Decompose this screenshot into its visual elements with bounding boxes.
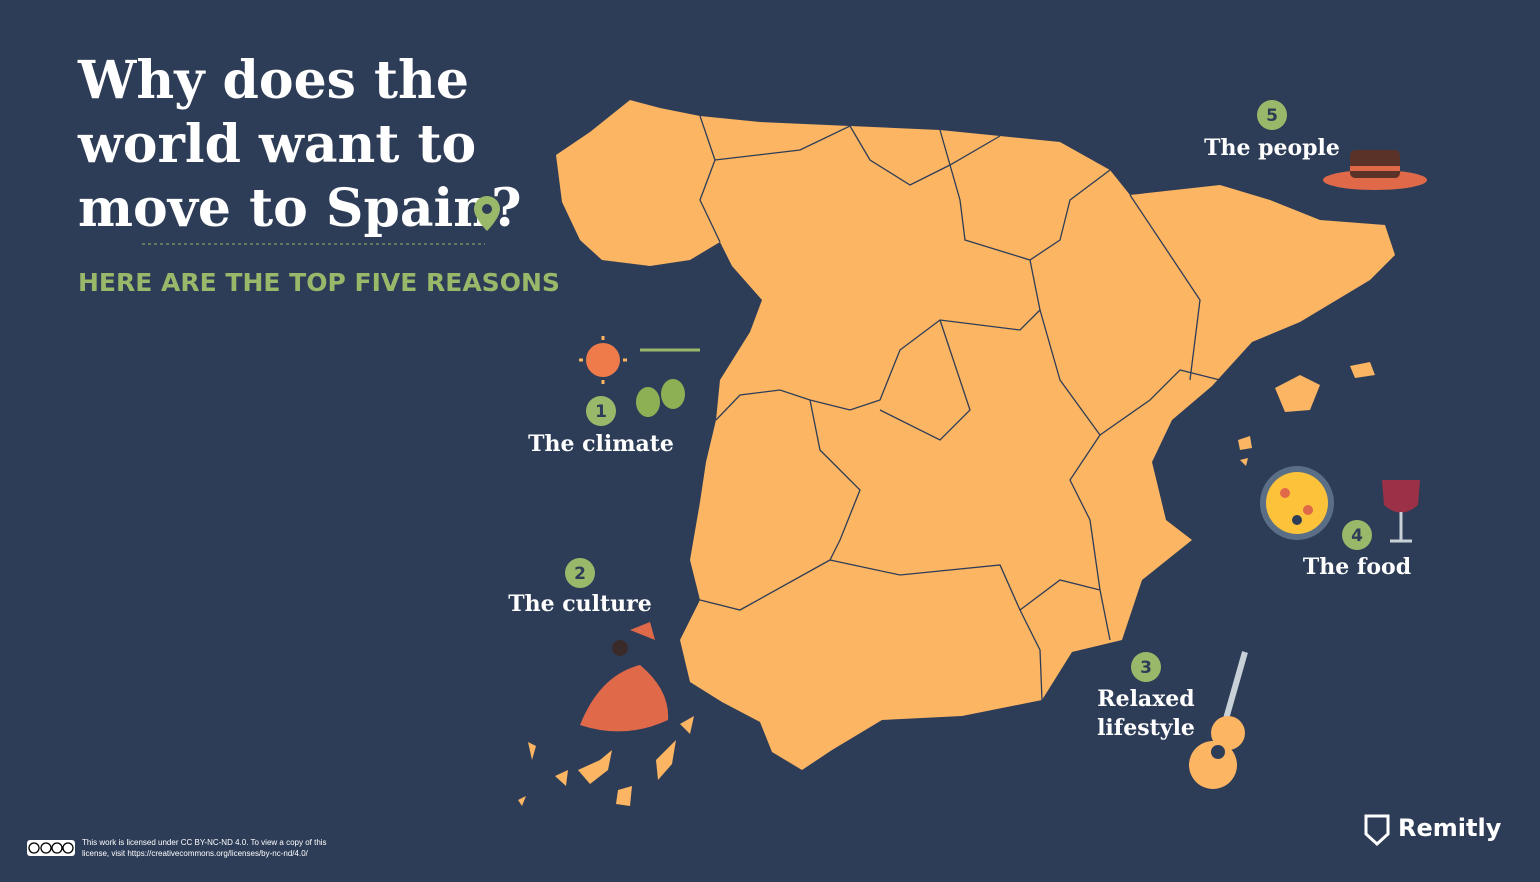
guitar-icon — [1189, 651, 1248, 789]
number-badge — [565, 558, 595, 588]
reason-number: 3 — [1140, 658, 1152, 678]
reason-label: The climate — [528, 431, 674, 457]
olives-icon — [636, 348, 700, 417]
license-text: This work is licensed under CC BY-NC-ND … — [82, 838, 327, 847]
brand-logo — [1364, 814, 1390, 847]
number-badge — [1342, 520, 1372, 550]
license-text: license, visit https://creativecommons.o… — [82, 849, 309, 858]
reason-label: The people — [1204, 135, 1340, 161]
brand-name: Remitly — [1398, 814, 1502, 842]
hat-icon — [1323, 150, 1427, 190]
number-badge — [586, 396, 616, 426]
number-badge — [1131, 652, 1161, 682]
reason-label: The food — [1303, 554, 1411, 580]
reason: 2 The culture — [508, 558, 652, 617]
reason-number: 4 — [1351, 526, 1363, 546]
reason-number: 5 — [1266, 106, 1278, 126]
subtitle: HERE ARE THE TOP FIVE REASONS — [78, 268, 560, 297]
number-badge — [1257, 100, 1287, 130]
title-line: world want to — [77, 114, 476, 175]
reason: 1 The climate — [528, 396, 674, 457]
sun-icon — [579, 336, 627, 384]
reason-label: lifestyle — [1097, 715, 1195, 741]
reason: 4 The food — [1303, 520, 1411, 580]
dancer-icon — [580, 622, 669, 732]
reason: 5 The people — [1204, 100, 1340, 161]
reason: 3 Relaxed lifestyle — [1097, 652, 1195, 741]
islands — [518, 362, 1375, 806]
reason-label: Relaxed — [1097, 686, 1194, 712]
spain-map — [556, 100, 1395, 770]
pin-icon — [474, 196, 500, 231]
cc-icons — [28, 842, 74, 854]
reason-number: 2 — [574, 564, 586, 584]
paella-icon — [1260, 466, 1334, 540]
title-line: Why does the — [77, 50, 469, 111]
title-line: move to Spain? — [78, 178, 522, 239]
reason-number: 1 — [595, 402, 607, 422]
reason-label: The culture — [508, 591, 652, 617]
wine-icon — [1382, 480, 1420, 543]
